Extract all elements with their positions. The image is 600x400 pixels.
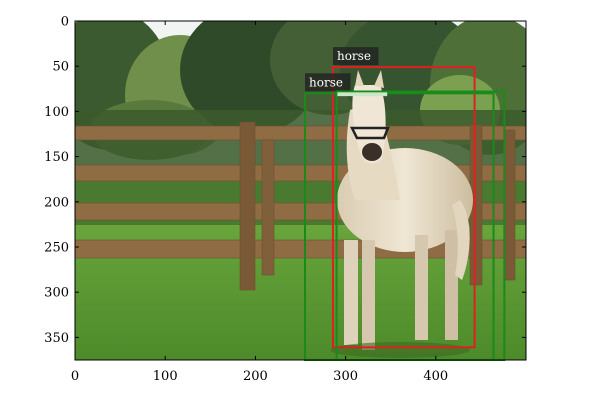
- bounding-boxes: horse horse: [304, 47, 506, 362]
- y-tick-label: 250: [44, 241, 69, 256]
- bounding-box: [337, 92, 388, 97]
- y-tick-label: 150: [44, 150, 69, 165]
- y-tick-label: 0: [61, 15, 69, 30]
- x-tick-label: 300: [333, 369, 358, 384]
- box-label-background: [305, 73, 351, 92]
- y-tick-label: 300: [44, 286, 69, 301]
- horse: [330, 70, 473, 358]
- box-label-background: [332, 47, 379, 66]
- box-label: horse: [309, 75, 343, 89]
- x-tick-label: 0: [71, 369, 79, 384]
- y-axis-ticks: 0 50 100 150 200 250 300 350: [44, 15, 526, 346]
- bounding-box: [331, 66, 476, 349]
- wooden-fence: [75, 121, 526, 291]
- y-tick-label: 200: [44, 195, 69, 210]
- axes-frame: [74, 20, 527, 361]
- horse-photo: [75, 21, 526, 360]
- x-tick-label: 200: [243, 369, 268, 384]
- x-axis-ticks: 0 100 200 300 400: [71, 21, 448, 384]
- y-tick-label: 50: [52, 60, 69, 75]
- box-label: horse: [337, 49, 371, 63]
- y-tick-label: 350: [44, 331, 69, 346]
- x-tick-label: 400: [423, 369, 448, 384]
- y-tick-label: 100: [44, 105, 69, 120]
- x-tick-label: 100: [153, 369, 178, 384]
